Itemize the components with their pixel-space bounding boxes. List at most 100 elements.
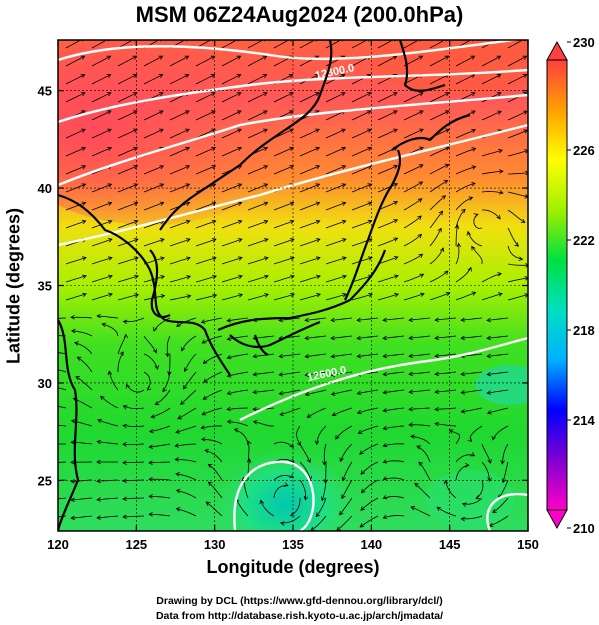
streamline (305, 389, 327, 396)
streamline (143, 55, 163, 67)
streamline-arrow (283, 482, 289, 487)
streamline-arrow (184, 55, 190, 60)
streamline (91, 257, 113, 265)
streamline (117, 202, 138, 211)
streamline (481, 149, 503, 157)
streamline-arrow (525, 263, 528, 268)
streamline-arrow (394, 292, 399, 298)
streamline-arrow (252, 389, 257, 395)
streamline-arrow (524, 276, 528, 281)
streamline (481, 170, 503, 175)
streamline (507, 40, 524, 49)
streamline-arrow (96, 478, 101, 484)
streamline-arrow (201, 411, 207, 416)
streamline (126, 384, 145, 393)
colorbar-tick-label: 218 (573, 323, 595, 338)
streamline (351, 165, 372, 175)
streamline-arrow (201, 339, 207, 344)
streamline-arrow (70, 460, 75, 465)
streamline-arrow (393, 164, 399, 170)
streamline (449, 429, 460, 445)
streamline (507, 55, 527, 67)
streamline (65, 74, 85, 85)
streamline (360, 461, 379, 475)
streamline-arrow (382, 425, 388, 431)
streamline (429, 247, 444, 265)
streamline (279, 407, 301, 416)
streamline (143, 295, 165, 301)
streamline-arrow (289, 443, 295, 448)
streamline-arrow (237, 256, 243, 261)
streamline (429, 292, 450, 301)
streamline (97, 515, 119, 519)
streamline-arrow (486, 353, 491, 359)
streamline (202, 389, 223, 400)
streamline (351, 40, 368, 49)
streamline-arrow (106, 92, 112, 97)
streamline-arrow (226, 406, 231, 412)
streamline (325, 165, 346, 175)
streamline-arrow (210, 110, 216, 115)
streamline (143, 353, 158, 370)
streamline (418, 461, 431, 481)
streamline-arrow (146, 386, 152, 391)
streamline-arrow (148, 428, 154, 434)
streamline-arrow (315, 256, 321, 261)
streamline (148, 461, 171, 464)
streamline-arrow (108, 274, 113, 279)
streamline-arrow (471, 181, 476, 187)
streamline-arrow (341, 494, 346, 500)
streamline-arrow (460, 390, 466, 395)
streamline-arrow (367, 256, 373, 261)
streamline-arrow (514, 242, 520, 247)
streamline-arrow (410, 505, 416, 511)
streamline (507, 172, 528, 175)
streamline-arrow (200, 319, 206, 324)
streamline-arrow (492, 508, 497, 513)
streamline-arrow (212, 274, 217, 280)
streamline-arrow (70, 515, 75, 521)
streamline (351, 275, 373, 283)
streamline (299, 220, 320, 229)
streamline-arrow (184, 74, 190, 79)
streamline-arrow (150, 414, 156, 419)
streamline-arrow (290, 458, 295, 463)
streamline (325, 147, 346, 157)
streamline-arrow (262, 110, 268, 115)
streamline (383, 353, 405, 357)
streamline-arrow (522, 74, 528, 79)
streamline (403, 164, 424, 175)
streamline (377, 293, 399, 301)
streamline (325, 202, 346, 211)
streamline-arrow (289, 165, 295, 170)
streamline-arrow (97, 418, 102, 424)
streamline-arrow (366, 110, 372, 115)
streamline (434, 407, 457, 410)
streamline (91, 202, 112, 211)
streamline-arrow (176, 322, 181, 327)
streamline (507, 209, 526, 223)
streamline (296, 425, 301, 446)
streamline (58, 369, 67, 373)
streamline (351, 220, 372, 229)
streamline-arrow (246, 458, 252, 463)
streamline (377, 128, 398, 139)
streamline (117, 294, 139, 301)
streamline-arrow (315, 183, 321, 188)
streamline-arrow (444, 55, 450, 60)
streamline (481, 461, 490, 482)
streamline (203, 353, 223, 364)
streamline-arrow (408, 371, 413, 377)
streamline (416, 445, 431, 463)
streamline-arrow (263, 146, 269, 152)
streamline (325, 128, 346, 139)
streamline (91, 293, 113, 301)
streamline-arrow (289, 146, 295, 152)
streamline-arrow (45, 461, 49, 465)
streamline (325, 275, 347, 283)
streamline-arrow (466, 230, 471, 236)
streamline (487, 317, 509, 321)
streamline-arrow (236, 55, 242, 60)
streamline-arrow (100, 395, 105, 401)
streamline-arrow (408, 406, 413, 412)
